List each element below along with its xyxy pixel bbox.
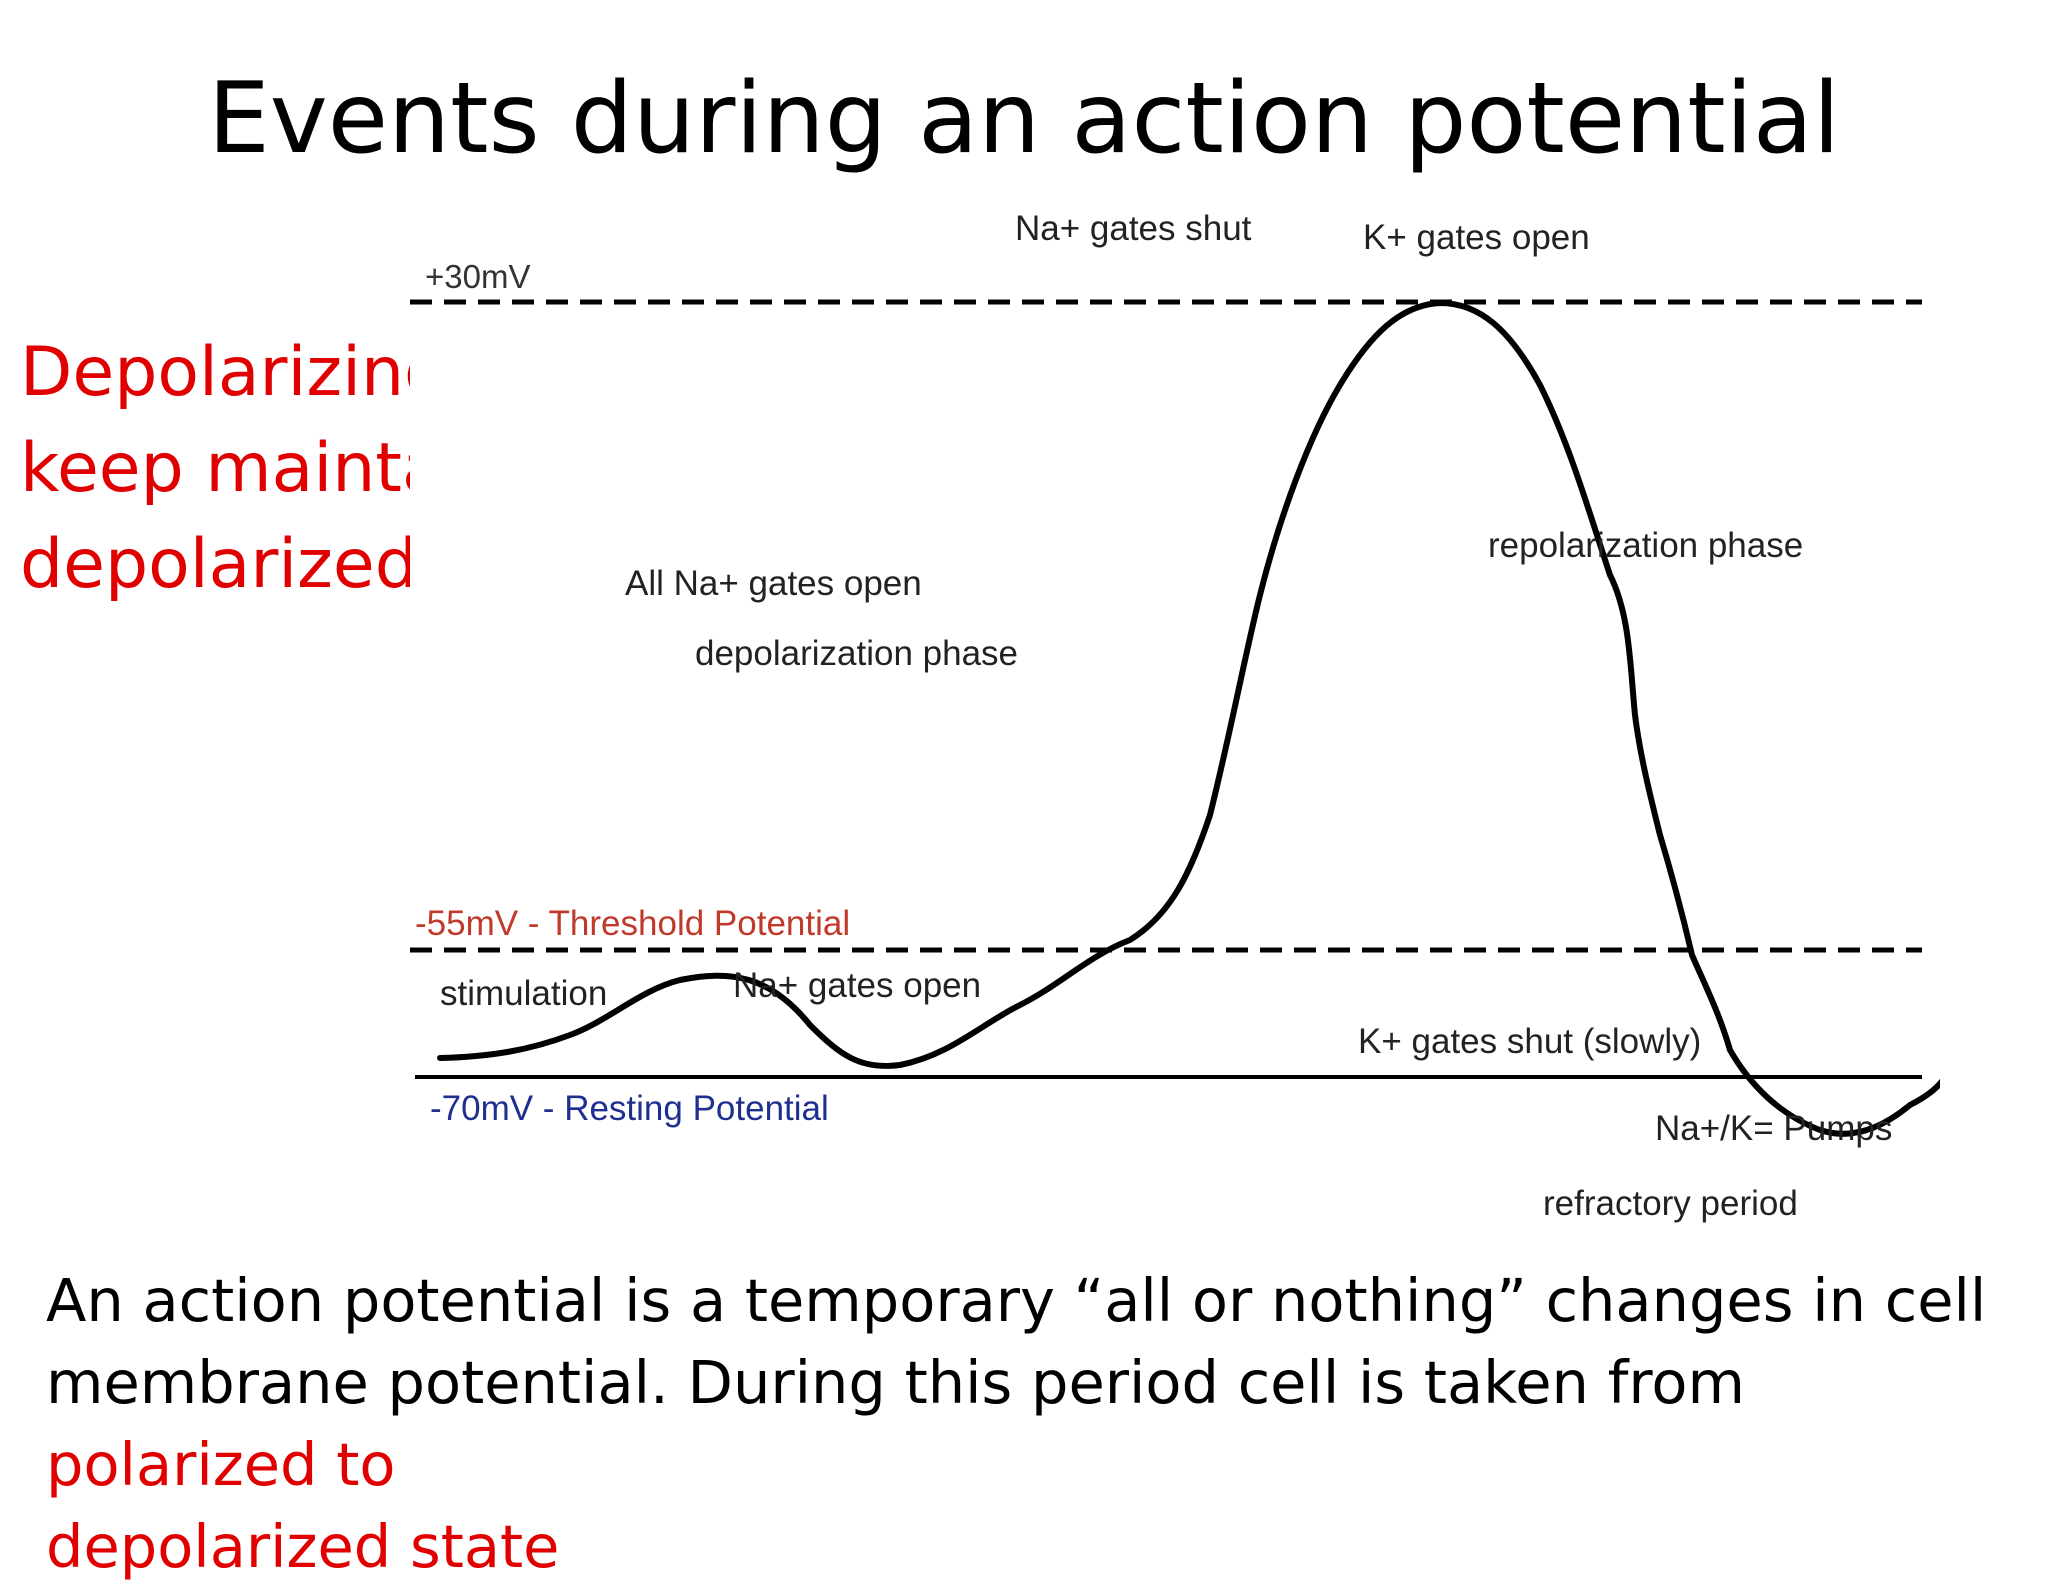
plus30-label: +30mV bbox=[425, 258, 530, 295]
action-potential-diagram: +30mV Na+ gates shut K+ gates open All N… bbox=[410, 195, 1940, 1245]
caption: An action potential is a temporary “all … bbox=[46, 1260, 2026, 1588]
action-potential-curve bbox=[437, 300, 1940, 1137]
repolarization-phase-label: repolarization phase bbox=[1488, 526, 1803, 565]
caption-highlight-polarized: polarized to bbox=[46, 1430, 396, 1499]
k-gates-open-label: K+ gates open bbox=[1363, 218, 1590, 257]
k-gates-shut-label: K+ gates shut (slowly) bbox=[1358, 1022, 1701, 1061]
all-na-gates-open-label: All Na+ gates open bbox=[625, 564, 922, 603]
na-k-pumps-label: Na+/K= Pumps bbox=[1655, 1109, 1892, 1148]
caption-text: An action potential is a temporary “all … bbox=[46, 1266, 1987, 1417]
resting-potential-label: -70mV - Resting Potential bbox=[430, 1089, 829, 1128]
diagram-background bbox=[410, 195, 1940, 1245]
threshold-potential-label: -55mV - Threshold Potential bbox=[415, 904, 850, 943]
na-gates-open-label: Na+ gates open bbox=[733, 966, 981, 1005]
refractory-period-label: refractory period bbox=[1543, 1184, 1798, 1223]
depolarization-phase-label: depolarization phase bbox=[695, 634, 1018, 673]
caption-highlight-depolarized: depolarized state bbox=[46, 1512, 560, 1581]
na-gates-shut-label: Na+ gates shut bbox=[1015, 209, 1252, 248]
stimulation-label: stimulation bbox=[440, 974, 607, 1013]
slide-title: Events during an action potential bbox=[207, 62, 1841, 176]
